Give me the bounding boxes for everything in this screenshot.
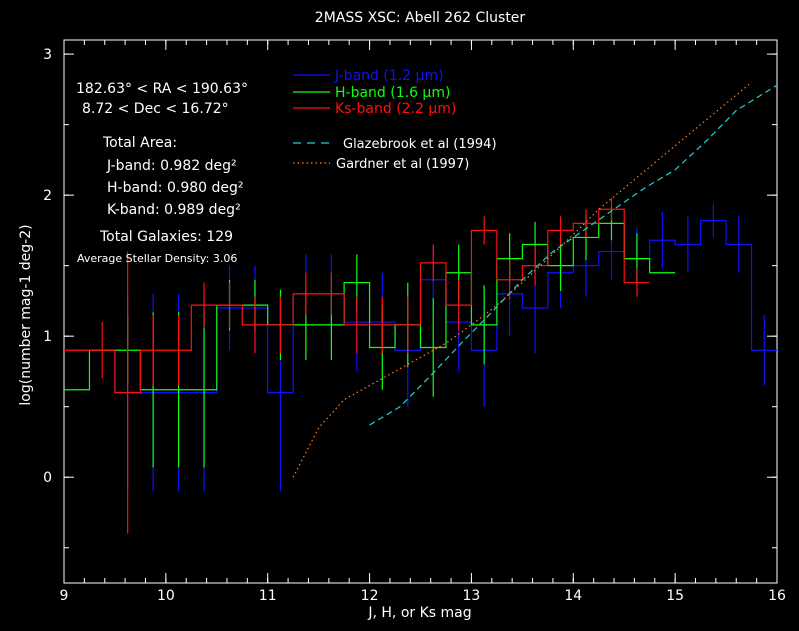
x-tick-label: 15 [666, 588, 684, 604]
area-title: Total Area: [102, 135, 177, 151]
x-tick-label: 14 [564, 588, 582, 604]
x-tick-label: 11 [259, 588, 277, 604]
total-galaxies: Total Galaxies: 129 [99, 229, 233, 245]
series-line-3 [369, 84, 778, 426]
series-line-4 [292, 81, 752, 478]
info-panel: 182.63° < RA < 190.63° 8.72 < Dec < 16.7… [76, 81, 248, 265]
chart-title: 2MASS XSC: Abell 262 Cluster [315, 10, 526, 26]
area-j: J-band: 0.982 deg² [106, 158, 237, 174]
x-axis-label: J, H, or Ks mag [367, 605, 471, 621]
legend-label-0: J-band (1.2 μm) [334, 68, 444, 84]
series-histogram-2 [64, 208, 650, 394]
series-histogram-1 [64, 222, 676, 391]
y-tick-label: 0 [43, 470, 52, 486]
ra-range: 182.63° < RA < 190.63° [76, 81, 248, 97]
dec-range: 8.72 < Dec < 16.72° [82, 101, 229, 117]
plot-frame [63, 39, 778, 584]
legend-label-1: H-band (1.6 μm) [335, 85, 450, 101]
y-tick-label: 3 [43, 47, 52, 63]
y-tick-label: 1 [43, 329, 52, 345]
y-axis-label: log(number mag-1 deg-2) [18, 224, 34, 405]
x-tick-label: 13 [463, 588, 481, 604]
legend-label-4: Gardner et al (1997) [336, 157, 469, 172]
legend-label-3: Glazebrook et al (1994) [343, 137, 497, 152]
x-tick-label: 12 [361, 588, 379, 604]
x-tick-label: 16 [768, 588, 786, 604]
x-tick-label: 10 [157, 588, 175, 604]
area-h: H-band: 0.980 deg² [107, 180, 244, 196]
x-tick-label: 9 [60, 588, 69, 604]
y-tick-label: 2 [43, 188, 52, 204]
legend-label-2: Ks-band (2.2 μm) [335, 101, 456, 117]
chart-marks [64, 81, 778, 534]
legend: J-band (1.2 μm)H-band (1.6 μm)Ks-band (2… [293, 68, 497, 172]
area-k: K-band: 0.989 deg² [107, 202, 241, 218]
plot-border [63, 39, 778, 584]
stellar-density: Average Stellar Density: 3.06 [77, 252, 237, 265]
